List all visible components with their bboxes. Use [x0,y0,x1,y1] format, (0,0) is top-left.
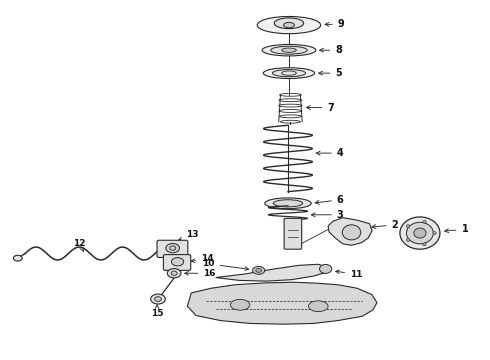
Text: 16: 16 [185,269,216,278]
Ellipse shape [274,18,304,29]
FancyBboxPatch shape [284,219,302,249]
Ellipse shape [433,231,436,234]
Ellipse shape [151,294,165,304]
Text: 8: 8 [319,45,343,55]
Polygon shape [216,264,329,281]
Ellipse shape [406,225,410,228]
Ellipse shape [265,198,311,209]
Ellipse shape [273,200,303,207]
Ellipse shape [414,228,426,238]
Text: 14: 14 [191,255,214,264]
Ellipse shape [172,258,184,266]
Text: 6: 6 [315,195,343,205]
Text: 12: 12 [73,239,86,251]
Text: 5: 5 [318,68,342,78]
Text: 13: 13 [179,230,199,240]
Text: 7: 7 [306,103,334,113]
Ellipse shape [262,44,316,56]
Ellipse shape [155,297,161,301]
FancyBboxPatch shape [163,255,191,270]
Ellipse shape [423,243,426,246]
Ellipse shape [342,225,361,240]
FancyBboxPatch shape [157,240,188,257]
Ellipse shape [309,301,328,312]
Polygon shape [187,282,377,324]
Ellipse shape [230,300,250,310]
Ellipse shape [166,243,179,253]
Ellipse shape [13,255,22,261]
Ellipse shape [284,22,294,28]
Ellipse shape [400,217,440,249]
Text: 3: 3 [311,210,343,220]
Ellipse shape [171,271,177,275]
Text: 11: 11 [336,270,363,279]
Text: 2: 2 [372,220,398,230]
Ellipse shape [263,68,315,78]
Text: 9: 9 [325,19,344,30]
Ellipse shape [319,265,332,273]
Ellipse shape [257,17,321,34]
Ellipse shape [256,269,262,273]
Text: 1: 1 [445,225,468,234]
Ellipse shape [252,266,265,274]
Ellipse shape [423,220,426,223]
Text: 15: 15 [151,305,163,318]
Ellipse shape [407,222,433,244]
Ellipse shape [406,239,410,242]
Ellipse shape [270,46,307,54]
Polygon shape [328,218,372,245]
Text: 10: 10 [202,260,248,270]
Ellipse shape [167,269,181,278]
Text: 4: 4 [316,148,343,158]
Ellipse shape [272,69,306,77]
Ellipse shape [282,48,296,52]
